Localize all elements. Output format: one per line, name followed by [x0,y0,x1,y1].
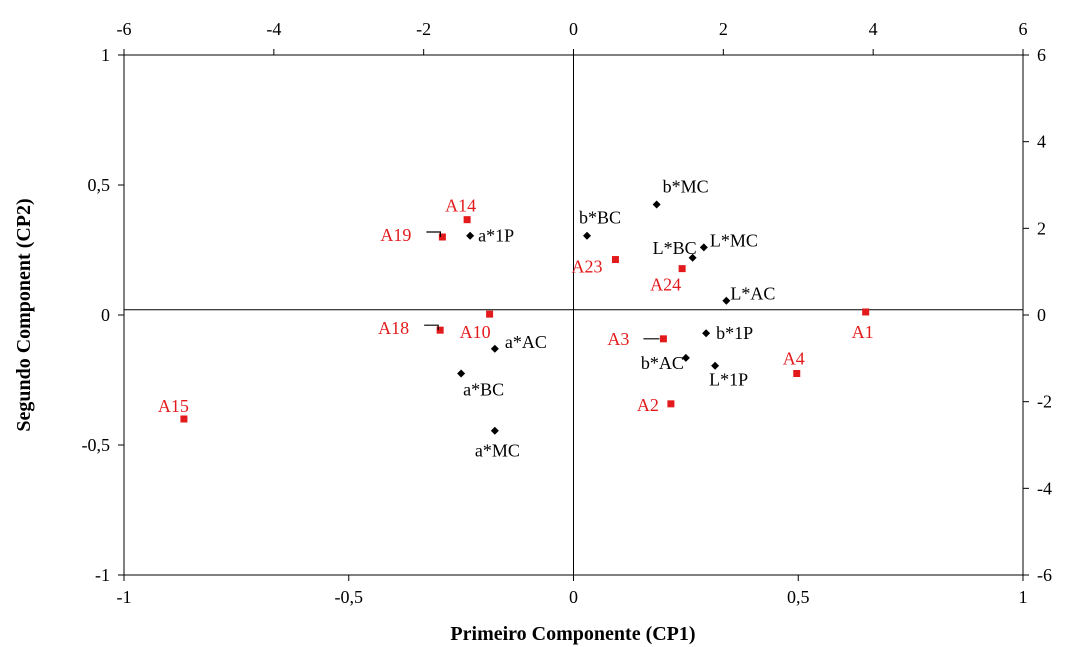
leader-line [426,231,441,237]
variable-point-b-star-bc [582,231,591,240]
sample-label-a14: A14 [445,196,476,216]
sample-point-a4 [793,370,801,377]
right-y-tick-label: -6 [1037,565,1052,585]
variable-point-l-star-1p [711,361,720,370]
variable-label-l-star-bc: L*BC [653,238,697,258]
y-tick-label: -1 [95,565,110,585]
axes-layer: -1 -0,5 0 0,5 1 -1 -0,5 0 0,5 1 -6 -4 -2 0 2 4 6 -6 -4 -2 0 2… [82,19,1053,607]
variable-label-b-star-1p: b*1P [716,323,753,343]
variable-point-b-star-ac [681,353,690,362]
right-y-tick-label: 0 [1037,305,1046,325]
sample-point-a18 [436,326,444,334]
sample-label-a23: A23 [571,257,602,277]
y-tick-label: 0 [101,305,110,325]
variable-point-a-star-ac [490,344,499,353]
sample-label-a18: A18 [378,318,409,338]
sample-label-a19: A19 [380,225,411,245]
sample-label-a2: A2 [637,395,659,415]
x-axis-title: Primeiro Componente (CP1) [450,623,695,645]
variable-label-l-star-mc: L*MC [710,230,758,250]
variable-label-a-star-1p: a*1P [478,226,514,246]
right-y-tick-label: 6 [1037,45,1046,65]
variable-label-a-star-mc: a*MC [475,441,520,461]
x-tick-label: 0,5 [787,587,810,607]
sample-label-a15: A15 [158,396,189,416]
sample-point-a14 [463,216,471,224]
right-y-tick-label: 4 [1037,132,1046,152]
sample-point-a1 [862,308,870,316]
variable-point-l-star-bc [688,253,697,262]
leader-line [424,324,439,331]
sample-point-a23 [611,256,619,264]
top-x-tick-label: -2 [416,19,431,39]
sample-label-a3: A3 [607,329,629,349]
sample-label-a10: A10 [460,322,491,342]
y-tick-label: 0,5 [88,175,111,195]
variable-label-l-star-1p: L*1P [709,370,748,390]
right-y-tick-label: -4 [1037,478,1052,498]
variable-label-l-star-ac: L*AC [730,284,775,304]
variable-point-l-star-mc [699,243,708,252]
sample-label-a1: A1 [852,322,874,342]
variable-label-b-star-ac: b*AC [641,353,684,373]
variable-point-b-star-mc [652,200,661,209]
x-tick-label: 1 [1019,587,1028,607]
top-x-tick-label: 2 [719,19,728,39]
sample-label-a4: A4 [783,349,805,369]
variable-point-b-star-1p [702,329,711,338]
sample-point-a19 [438,233,446,241]
right-y-tick-label: -2 [1037,392,1052,412]
sample-point-a3 [659,335,667,343]
marks-layer: b*MC b*BC a*1P L*MC L*BC L*AC b*1P a*AC b*AC L*1P… [158,177,874,461]
sample-point-a15 [180,415,188,423]
variable-label-a-star-bc: a*BC [463,380,504,400]
variable-point-l-star-ac [722,296,731,305]
y-axis-title: Segundo Component (CP2) [13,198,35,431]
y-tick-label: 1 [101,45,110,65]
sample-point-a2 [667,400,675,408]
x-tick-label: 0 [569,587,578,607]
variable-label-b-star-bc: b*BC [579,208,621,228]
top-x-tick-label: 0 [569,19,578,39]
x-tick-label: -0,5 [335,587,364,607]
y-tick-label: -0,5 [82,435,111,455]
sample-point-a10 [486,310,494,318]
sample-label-a24: A24 [650,275,681,295]
x-tick-label: -1 [117,587,132,607]
variable-point-a-star-bc [457,369,466,378]
top-x-tick-label: 6 [1019,19,1028,39]
top-x-tick-label: -4 [266,19,281,39]
variable-point-a-star-mc [490,426,499,435]
right-y-tick-label: 2 [1037,218,1046,238]
sample-point-a24 [678,265,686,273]
top-x-tick-label: 4 [869,19,878,39]
variable-label-a-star-ac: a*AC [505,332,547,352]
variable-label-b-star-mc: b*MC [663,177,709,197]
top-x-tick-label: -6 [117,19,132,39]
variable-point-a-star-1p [466,231,475,240]
